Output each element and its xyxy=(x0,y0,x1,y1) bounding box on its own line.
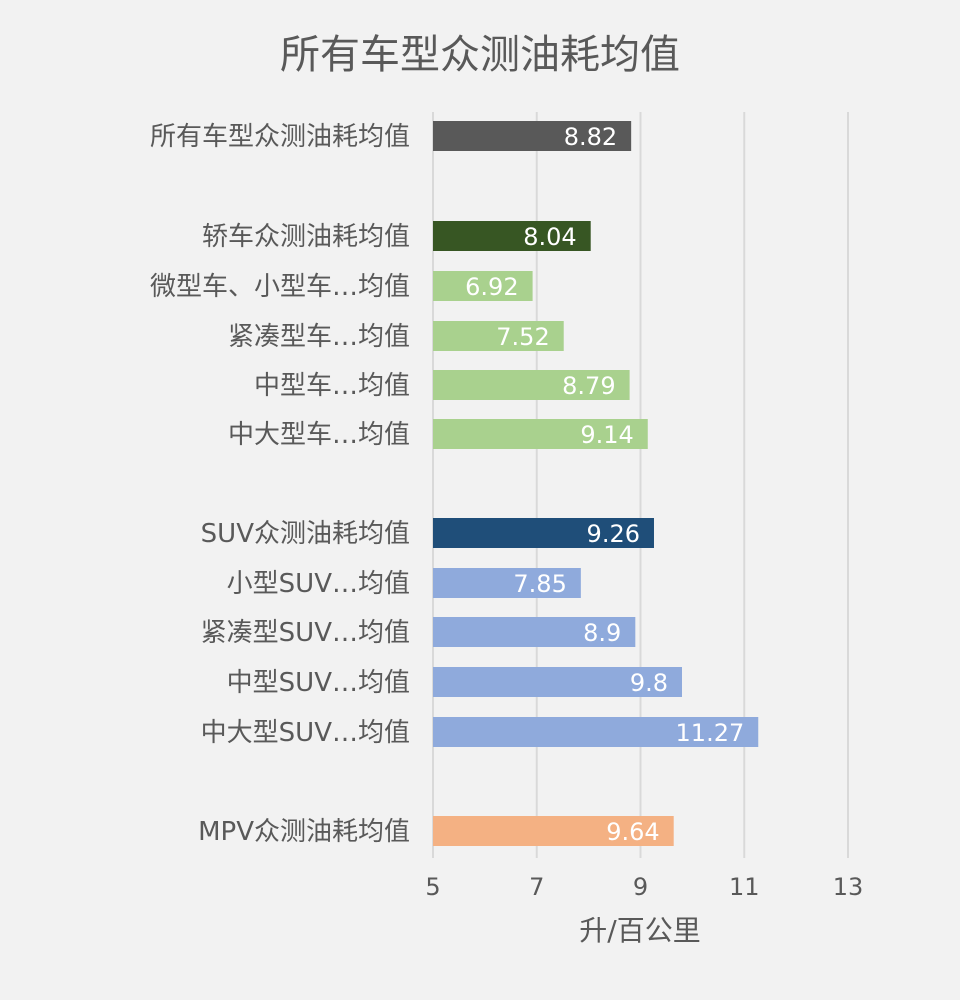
category-label: SUV众测油耗均值 xyxy=(201,519,410,549)
x-tick-label: 5 xyxy=(425,873,440,901)
category-label: 微型车、小型车…均值 xyxy=(150,272,410,302)
value-label: 9.64 xyxy=(606,818,659,846)
value-label: 11.27 xyxy=(676,719,745,747)
bar xyxy=(433,271,533,301)
chart-title: 所有车型众测油耗均值 xyxy=(280,32,680,78)
value-label: 8.79 xyxy=(562,372,615,400)
value-label: 6.92 xyxy=(465,273,518,301)
bar xyxy=(433,370,630,400)
bar xyxy=(433,518,654,548)
category-label: 轿车众测油耗均值 xyxy=(202,222,410,252)
x-tick-label: 13 xyxy=(833,873,864,901)
bar xyxy=(433,717,759,747)
category-label: MPV众测油耗均值 xyxy=(198,817,410,847)
value-label: 7.85 xyxy=(513,570,566,598)
bar xyxy=(433,121,632,151)
category-label: 中大型车…均值 xyxy=(228,420,410,450)
category-label: 中型SUV…均值 xyxy=(227,668,410,698)
category-label: 小型SUV…均值 xyxy=(227,569,410,599)
bar xyxy=(433,321,564,351)
bar xyxy=(433,568,581,598)
bar xyxy=(433,617,636,647)
category-label: 紧凑型SUV…均值 xyxy=(201,618,410,648)
bar xyxy=(433,667,682,697)
category-label: 中型车…均值 xyxy=(254,371,410,401)
value-label: 7.52 xyxy=(496,323,549,351)
x-axis-title: 升/百公里 xyxy=(579,914,700,947)
x-tick-label: 11 xyxy=(729,873,760,901)
bar xyxy=(433,419,648,449)
bar xyxy=(433,816,674,846)
x-tick-label: 7 xyxy=(529,873,544,901)
value-label: 8.9 xyxy=(583,619,621,647)
x-tick-label: 9 xyxy=(633,873,648,901)
category-label: 所有车型众测油耗均值 xyxy=(150,122,410,152)
value-label: 9.14 xyxy=(580,421,633,449)
category-label: 紧凑型车…均值 xyxy=(228,322,410,352)
value-label: 8.04 xyxy=(523,223,576,251)
bar xyxy=(433,221,591,251)
value-label: 9.26 xyxy=(587,520,640,548)
category-label: 中大型SUV…均值 xyxy=(201,718,410,748)
value-label: 8.82 xyxy=(564,123,617,151)
value-label: 9.8 xyxy=(630,669,668,697)
